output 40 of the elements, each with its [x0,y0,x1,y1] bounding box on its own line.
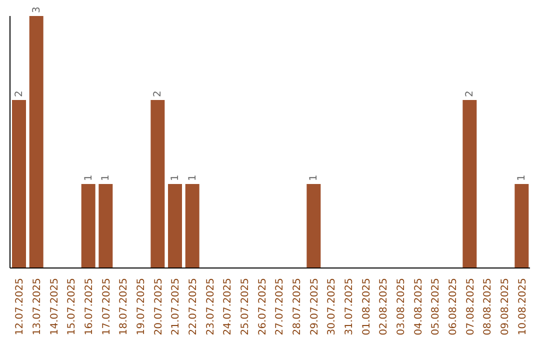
x-tick-label: 07.08.2025 [465,278,476,336]
x-tick-label: 21.07.2025 [170,278,182,336]
x-tick-label: 20.07.2025 [153,278,164,336]
data-label: 1 [308,174,320,181]
x-tick-label: 04.08.2025 [413,278,424,336]
data-label: 1 [83,174,94,181]
x-tick-label: 12.07.2025 [14,278,26,336]
x-tick-label: 30.07.2025 [326,278,338,336]
x-tick-label: 17.07.2025 [101,278,112,336]
data-label: 1 [516,174,528,181]
x-tick-label: 13.07.2025 [32,278,43,336]
data-label: 1 [100,174,112,181]
data-label: 2 [464,90,476,97]
data-label: 1 [170,174,181,181]
x-tick-label: 31.07.2025 [344,278,355,336]
x-tick-label: 06.08.2025 [448,278,459,336]
x-tick-label: 16.07.2025 [84,278,95,336]
data-label: 2 [14,90,25,97]
x-tick-label: 22.07.2025 [188,278,199,336]
x-tick-label: 23.07.2025 [205,278,216,336]
x-tick-label: 03.08.2025 [396,278,407,336]
x-tick-label: 29.07.2025 [309,278,320,336]
data-label: 1 [187,174,198,181]
x-tick-label: 18.07.2025 [118,278,130,336]
x-tick-label: 26.07.2025 [257,278,268,336]
x-tick-label: 10.08.2025 [517,278,528,336]
x-tick-label: 28.07.2025 [292,278,303,336]
x-tick-label: 25.07.2025 [240,278,251,336]
x-tick-label: 14.07.2025 [49,278,60,336]
x-tick-label: 27.07.2025 [274,278,286,336]
x-tick-label: 01.08.2025 [361,278,372,336]
data-label: 2 [152,90,164,97]
x-tick-label: 05.08.2025 [430,278,442,336]
x-tick-label: 19.07.2025 [136,278,147,336]
x-tick-label: 15.07.2025 [66,278,78,336]
data-label: 3 [31,6,42,13]
x-tick-label: 24.07.2025 [222,278,234,336]
x-tick-label: 02.08.2025 [378,278,390,336]
x-tick-label: 08.08.2025 [482,278,494,336]
x-tick-label: 09.08.2025 [500,278,511,336]
